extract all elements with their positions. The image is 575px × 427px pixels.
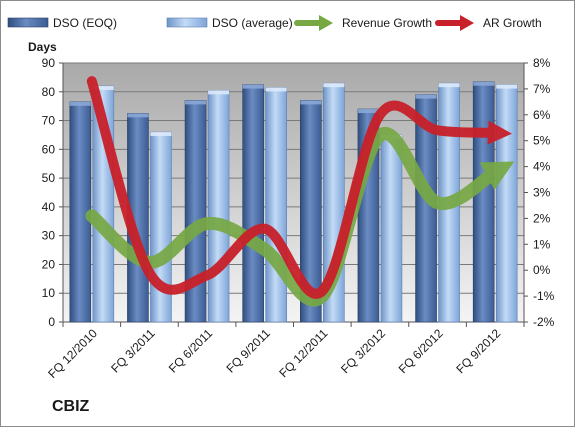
legend-label: DSO (average) xyxy=(212,16,293,30)
bar-top-highlight xyxy=(127,113,149,118)
legend-swatch xyxy=(166,17,208,28)
x-tick-label: FQ 6/2012 xyxy=(396,326,446,376)
bar-top-highlight xyxy=(300,100,322,105)
x-tick-label: FQ 9/2011 xyxy=(223,326,273,376)
bar-dso-eoq xyxy=(242,84,264,323)
revenue-growth-line xyxy=(85,126,515,307)
bar-top-highlight xyxy=(242,84,264,89)
bar-top-highlight xyxy=(92,86,114,91)
legend-swatch-arrow xyxy=(319,15,333,31)
bar-top-highlight xyxy=(473,81,495,86)
bar-dso-average xyxy=(380,134,403,323)
x-tick-label: FQ 6/2011 xyxy=(166,326,216,376)
x-tick-label: FQ 3/2011 xyxy=(108,326,158,376)
y2-tick-label: 2% xyxy=(533,211,551,225)
bar-top-highlight xyxy=(69,101,91,106)
bar-dso-average xyxy=(495,84,518,323)
y2-tick-label: 3% xyxy=(533,186,551,200)
y2-tick-label: 0% xyxy=(533,263,551,277)
legend-label: Revenue Growth xyxy=(342,16,432,30)
bar-top-highlight xyxy=(496,84,518,89)
x-tick-label: FQ 12/2011 xyxy=(276,326,330,380)
y-tick-label: 70 xyxy=(42,114,56,128)
y-tick-label: 0 xyxy=(48,315,55,329)
bar-top-highlight xyxy=(415,94,437,99)
legend-label: AR Growth xyxy=(483,16,542,30)
y2-tick-label: 1% xyxy=(533,237,551,251)
x-tick-label: FQ 12/2010 xyxy=(45,326,100,381)
bar-top-highlight xyxy=(357,109,379,114)
y-tick-label: 50 xyxy=(42,171,56,185)
x-tick-label: FQ 3/2012 xyxy=(338,326,388,376)
bar-top-highlight xyxy=(208,90,230,95)
legend-label: DSO (EOQ) xyxy=(53,16,117,30)
y-axis-title: Days xyxy=(28,40,57,54)
x-tick-label: FQ 9/2012 xyxy=(453,326,503,376)
bar-top-highlight xyxy=(185,100,207,105)
y2-tick-label: -2% xyxy=(533,315,555,329)
bar-top-highlight xyxy=(265,87,287,92)
legend-swatch-arrow xyxy=(460,15,474,31)
y-tick-label: 30 xyxy=(42,229,56,243)
y2-tick-label: 4% xyxy=(533,160,551,174)
y-tick-label: 80 xyxy=(42,85,56,99)
y-tick-label: 60 xyxy=(42,142,56,156)
y2-tick-label: 5% xyxy=(533,134,551,148)
y2-tick-label: 7% xyxy=(533,82,551,96)
company-name: CBIZ xyxy=(52,398,90,415)
ar-growth-line xyxy=(86,76,512,299)
bar-top-highlight xyxy=(323,83,345,88)
bar-dso-eoq xyxy=(472,81,495,323)
y2-tick-label: -1% xyxy=(533,289,555,303)
y-tick-label: 20 xyxy=(42,257,56,271)
bar-dso-average xyxy=(265,87,287,323)
y-tick-label: 10 xyxy=(42,286,56,300)
bar-dso-average xyxy=(207,90,230,323)
y2-tick-label: 8% xyxy=(533,56,551,70)
bar-top-highlight xyxy=(150,132,172,137)
y-tick-label: 90 xyxy=(42,56,56,70)
bar-top-highlight xyxy=(438,83,460,88)
legend-swatch xyxy=(7,17,49,28)
y-tick-label: 40 xyxy=(42,200,56,214)
y2-tick-label: 6% xyxy=(533,108,551,122)
